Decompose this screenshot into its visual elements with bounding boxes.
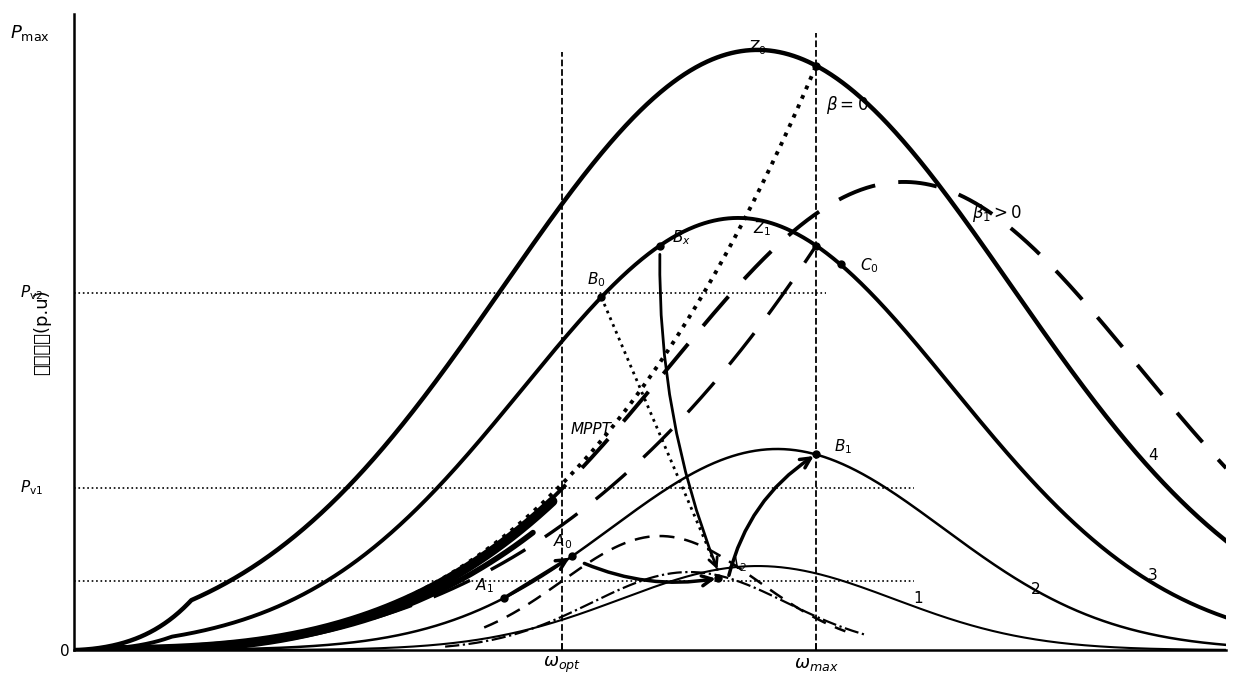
Text: $\beta=0$: $\beta=0$ xyxy=(826,94,868,116)
Text: 4: 4 xyxy=(1148,449,1158,463)
Text: $B_1$: $B_1$ xyxy=(833,438,852,456)
Text: 2: 2 xyxy=(1030,582,1040,597)
Text: MPPT: MPPT xyxy=(572,422,613,437)
Text: $Z_1$: $Z_1$ xyxy=(753,220,771,238)
Text: $B_x$: $B_x$ xyxy=(672,229,691,247)
Text: $A_2$: $A_2$ xyxy=(728,555,748,574)
Text: $C_0$: $C_0$ xyxy=(861,256,879,275)
Text: $\beta_1>0$: $\beta_1>0$ xyxy=(972,202,1023,224)
Text: 1: 1 xyxy=(914,591,924,606)
Text: $A_0$: $A_0$ xyxy=(553,533,572,551)
Text: $P_{\mathrm{max}}$: $P_{\mathrm{max}}$ xyxy=(10,23,50,43)
Text: 3: 3 xyxy=(1148,568,1158,583)
Text: $B_0$: $B_0$ xyxy=(588,270,605,289)
Text: $A_1$: $A_1$ xyxy=(475,577,494,595)
Y-axis label: 机械功率(p.u): 机械功率(p.u) xyxy=(33,289,51,375)
Text: $P_{\mathrm{v2}}$: $P_{\mathrm{v2}}$ xyxy=(20,284,43,302)
Text: $P_{\mathrm{v1}}$: $P_{\mathrm{v1}}$ xyxy=(20,479,43,497)
Text: $Z_0$: $Z_0$ xyxy=(748,39,768,57)
